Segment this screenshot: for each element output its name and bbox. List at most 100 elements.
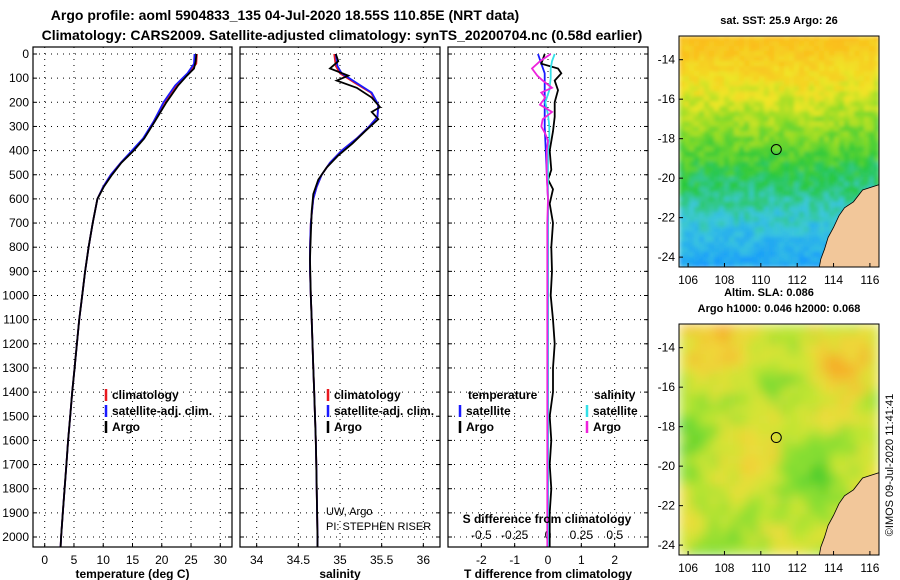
map-cell bbox=[709, 176, 715, 183]
map-cell bbox=[849, 96, 855, 103]
map-cell bbox=[839, 474, 850, 486]
map-title-line1: Altim. SLA: 0.086 bbox=[724, 287, 814, 299]
map-cell bbox=[809, 211, 815, 218]
map-cell bbox=[849, 191, 855, 198]
map-cell bbox=[779, 131, 785, 138]
map-cell bbox=[859, 384, 870, 396]
map-cell bbox=[804, 36, 810, 42]
map-cell bbox=[809, 106, 815, 113]
map-cell bbox=[804, 196, 810, 203]
map-cell bbox=[699, 206, 705, 213]
map-cell bbox=[824, 221, 830, 228]
map-cell bbox=[764, 191, 770, 198]
map-cell bbox=[789, 111, 795, 118]
map-cell bbox=[819, 36, 825, 42]
map-cell bbox=[774, 221, 780, 228]
map-cell bbox=[759, 111, 765, 118]
map-cell bbox=[839, 91, 845, 97]
x-tick-label: 114 bbox=[824, 273, 843, 287]
map-cell bbox=[859, 444, 870, 456]
map-cell bbox=[784, 181, 790, 188]
y-tick-label: 1400 bbox=[2, 385, 29, 399]
map-cell bbox=[754, 106, 760, 113]
map-cell bbox=[834, 96, 840, 103]
map-cell bbox=[769, 171, 775, 178]
map-cell bbox=[754, 241, 760, 248]
map-cell bbox=[739, 474, 750, 486]
map-cell bbox=[784, 111, 790, 118]
map-cell bbox=[699, 196, 705, 203]
map-cell bbox=[789, 257, 795, 263]
map-cell bbox=[774, 231, 780, 238]
map-cell bbox=[689, 494, 700, 506]
map-cell bbox=[839, 116, 845, 123]
map-cell bbox=[829, 484, 840, 496]
map-cell bbox=[719, 61, 725, 67]
map-cell bbox=[809, 444, 820, 456]
map-cell bbox=[874, 36, 879, 42]
map-cell bbox=[754, 201, 760, 208]
map-cell bbox=[794, 211, 800, 218]
map-cell bbox=[724, 211, 730, 218]
map-cell bbox=[799, 394, 810, 406]
map-cell bbox=[739, 226, 745, 233]
map-cell bbox=[729, 131, 735, 138]
map-cell bbox=[724, 206, 730, 213]
map-cell bbox=[799, 166, 805, 173]
map-cell bbox=[809, 464, 820, 476]
map-cell bbox=[709, 364, 720, 375]
map-cell bbox=[784, 151, 790, 158]
map-cell bbox=[689, 171, 695, 178]
map-cell bbox=[784, 176, 790, 183]
map-cell bbox=[809, 324, 820, 335]
map-cell bbox=[794, 106, 800, 113]
map-cell bbox=[729, 71, 735, 77]
map-cell bbox=[699, 41, 705, 47]
map-cell bbox=[864, 61, 870, 67]
map-cell bbox=[759, 176, 765, 183]
map-cell bbox=[744, 236, 750, 243]
map-cell bbox=[734, 226, 740, 233]
map-cell bbox=[679, 354, 690, 365]
legend-satellite-label: satellite-adj. clim. bbox=[112, 404, 212, 418]
map-cell bbox=[744, 201, 750, 208]
map-cell bbox=[749, 374, 760, 385]
map-cell bbox=[779, 241, 785, 248]
map-cell bbox=[839, 111, 845, 118]
map-cell bbox=[804, 96, 810, 103]
map-cell bbox=[854, 61, 860, 67]
map-cell bbox=[829, 176, 835, 183]
map-cell bbox=[859, 161, 865, 168]
map-cell bbox=[749, 131, 755, 138]
map-cell bbox=[689, 66, 695, 72]
map-cell bbox=[784, 236, 790, 243]
map-cell bbox=[684, 136, 690, 143]
map-cell bbox=[819, 344, 830, 355]
map-cell bbox=[719, 91, 725, 97]
map-cell bbox=[734, 206, 740, 213]
map-cell bbox=[754, 116, 760, 123]
map-cell bbox=[714, 196, 720, 203]
map-cell bbox=[704, 211, 710, 218]
map-cell bbox=[734, 106, 740, 113]
map-cell bbox=[679, 166, 685, 173]
map-cell bbox=[729, 176, 735, 183]
map-cell bbox=[714, 257, 720, 263]
map-cell bbox=[849, 71, 855, 77]
map-cell bbox=[769, 46, 775, 52]
map-cell bbox=[739, 534, 750, 546]
map-cell bbox=[799, 106, 805, 113]
map-cell bbox=[699, 454, 710, 466]
map-cell bbox=[679, 545, 690, 555]
map-cell bbox=[754, 231, 760, 238]
map-cell bbox=[719, 262, 725, 267]
map-cell bbox=[764, 121, 770, 128]
map-cell bbox=[799, 236, 805, 243]
map-cell bbox=[684, 146, 690, 153]
map-cell bbox=[694, 141, 700, 148]
x-tick-label: 35.5 bbox=[370, 553, 394, 567]
map-cell bbox=[679, 364, 690, 375]
map-cell bbox=[759, 206, 765, 213]
map-cell bbox=[744, 96, 750, 103]
map-cell bbox=[834, 176, 840, 183]
